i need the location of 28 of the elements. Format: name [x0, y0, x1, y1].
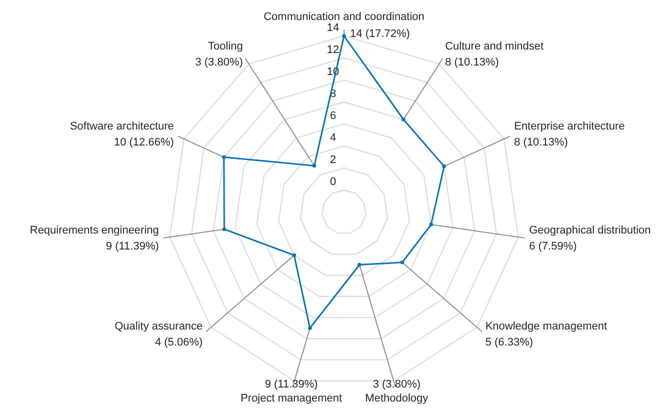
spoke-label: Project management [240, 392, 342, 404]
spoke-label: Quality assurance [114, 320, 203, 332]
y-tick-label: 4 [330, 132, 336, 144]
spoke-label: Methodology [365, 392, 429, 404]
data-label: 6 (7.59%) [529, 240, 577, 253]
data-label: 9 (11.39%) [264, 378, 318, 390]
spoke-label: Enterprise architecture [514, 120, 625, 132]
data-label: 10 (12.66%) [114, 136, 174, 148]
data-label: 14 (17.72%) [350, 28, 410, 40]
spoke-label: Geographical distribution [529, 224, 651, 237]
y-tick-label: 2 [330, 154, 336, 166]
data-label: 4 (5.06%) [154, 336, 203, 348]
spoke-label: Software architecture [70, 120, 174, 132]
data-label: 3 (3.80%) [372, 378, 421, 390]
spoke-label: Tooling [208, 40, 243, 53]
y-tick-label: 12 [326, 44, 340, 56]
data-label: 8 (10.13%) [445, 56, 499, 69]
data-label: 9 (11.39%) [106, 240, 159, 253]
data-label: 5 (6.33%) [485, 336, 534, 348]
data-label: 8 (10.13%) [514, 136, 568, 148]
y-tick-label: 6 [330, 110, 336, 122]
spoke-label: Knowledge management [485, 320, 608, 332]
spoke-label: Communication and coordination [264, 11, 424, 23]
y-tick-label: 14 [326, 22, 340, 34]
data-label: 3 (3.80%) [195, 56, 243, 69]
spoke-label: Culture and mindset [445, 40, 544, 53]
y-tick-label: 0 [330, 176, 336, 188]
spoke-label: Requirements engineering [30, 224, 159, 237]
